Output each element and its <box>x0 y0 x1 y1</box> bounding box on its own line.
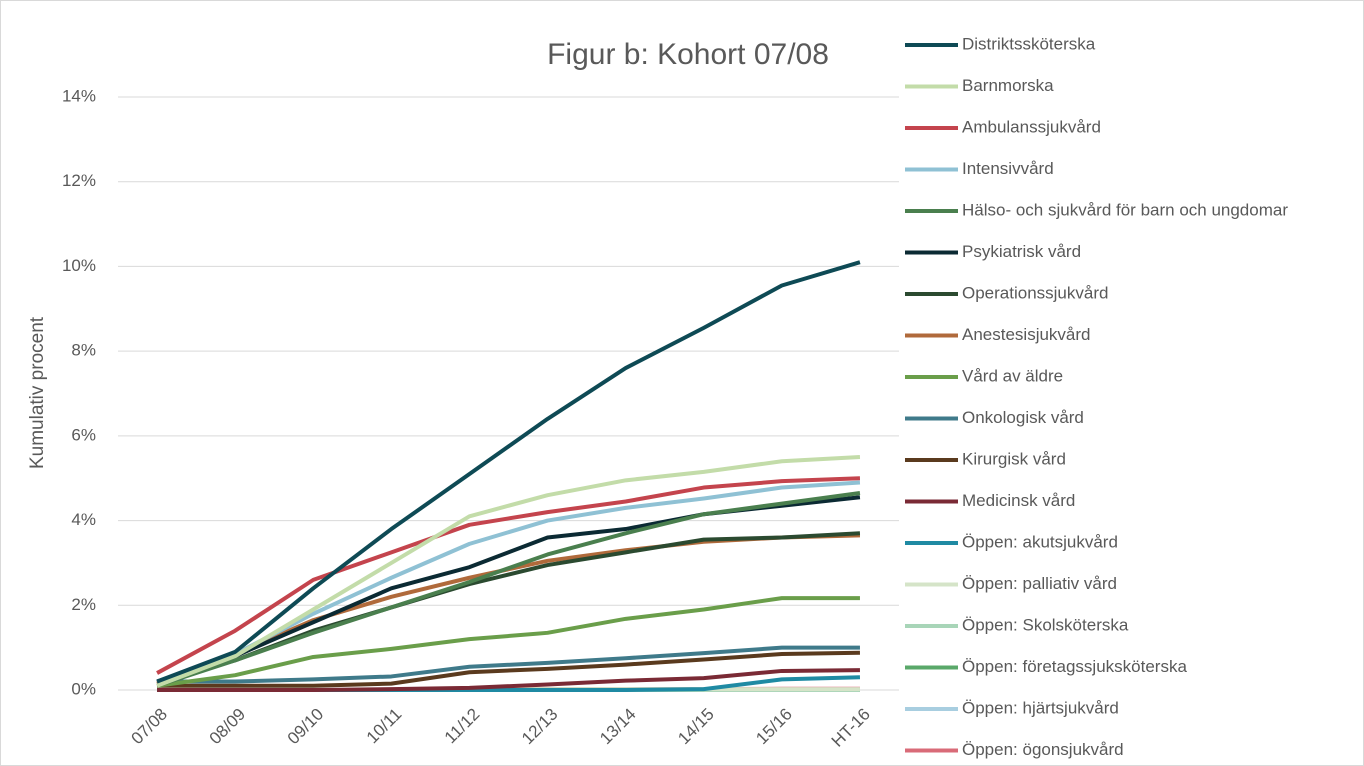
legend-label: Öppen: akutsjukvård <box>962 532 1118 551</box>
legend-label: Vård av äldre <box>962 366 1063 385</box>
y-tick-label: 10% <box>62 256 96 275</box>
legend-label: Ambulanssjukvård <box>962 117 1101 136</box>
y-tick-label: 12% <box>62 171 96 190</box>
chart-title: Figur b: Kohort 07/08 <box>547 38 829 71</box>
y-axis-title: Kumulativ procent <box>27 316 48 469</box>
legend-label: Öppen: företagssjuksköterska <box>962 657 1187 676</box>
legend-label: Distriktssköterska <box>962 34 1096 53</box>
line-series <box>156 260 861 684</box>
line-series <box>156 596 860 688</box>
line-series <box>156 491 861 688</box>
legend-label: Intensivvård <box>962 159 1054 178</box>
y-tick-label: 6% <box>71 425 96 444</box>
y-tick-label: 2% <box>71 595 96 614</box>
legend-label: Öppen: Skolsköterska <box>962 615 1129 634</box>
y-tick-label: 0% <box>71 679 96 698</box>
legend-label: Onkologisk vård <box>962 408 1084 427</box>
legend-label: Öppen: palliativ vård <box>962 574 1117 593</box>
legend-label: Öppen: ögonsjukvård <box>962 740 1124 759</box>
legend-label: Operationssjukvård <box>962 283 1108 302</box>
legend-label: Medicinsk vård <box>962 491 1075 510</box>
line-series <box>156 455 861 688</box>
legend-label: Öppen: hjärtsjukvård <box>962 698 1119 717</box>
legend-label: Barnmorska <box>962 76 1054 95</box>
line-series <box>157 668 860 692</box>
line-series <box>156 476 861 675</box>
y-tick-label: 4% <box>71 510 96 529</box>
legend-label: Anestesisjukvård <box>962 325 1091 344</box>
legend-label: Psykiatrisk vård <box>962 242 1081 261</box>
y-tick-label: 14% <box>62 86 96 105</box>
legend-label: Hälso- och sjukvård för barn och ungdoma… <box>962 200 1288 219</box>
line-series <box>157 645 860 684</box>
legend-label: Kirurgisk vård <box>962 449 1066 468</box>
line-series <box>157 650 860 688</box>
y-tick-label: 8% <box>71 341 96 360</box>
